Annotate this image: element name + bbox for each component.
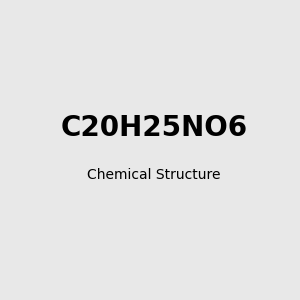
Text: C20H25NO6: C20H25NO6 <box>60 114 247 142</box>
Text: Chemical Structure: Chemical Structure <box>87 168 220 182</box>
